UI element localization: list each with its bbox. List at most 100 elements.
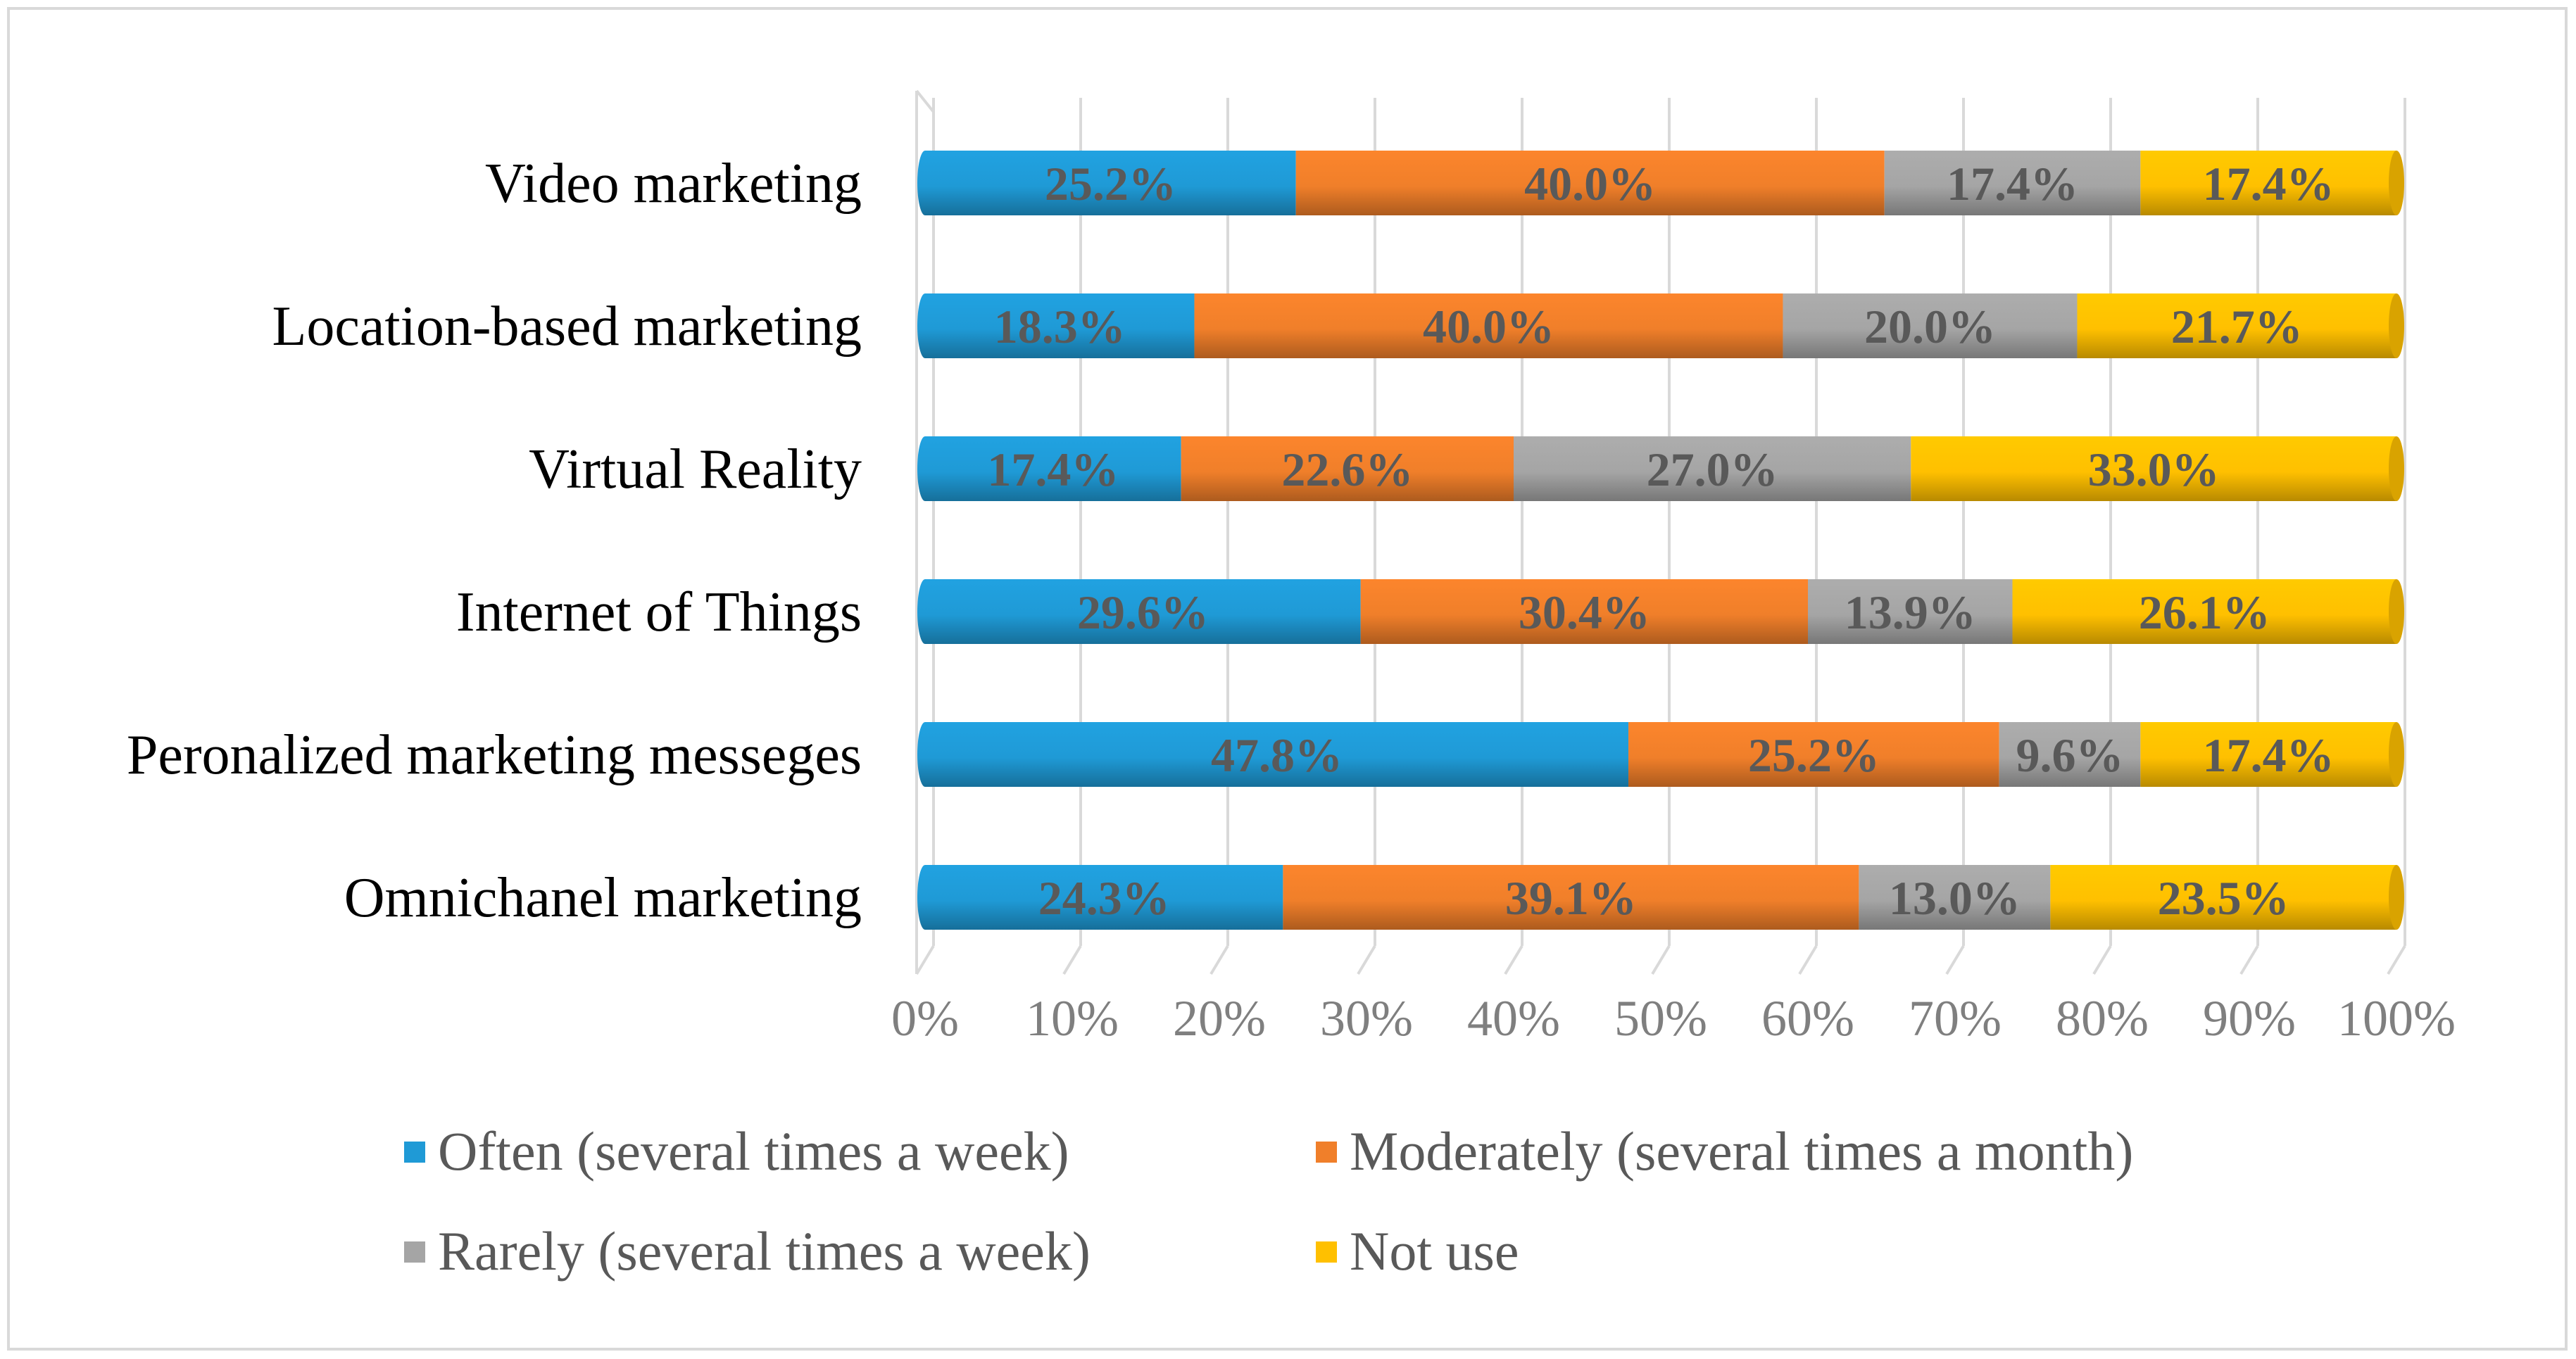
bar-segment	[2140, 151, 2396, 215]
gridline-foot	[1945, 944, 1965, 975]
x-tick-label: 40%	[1467, 990, 1560, 1047]
x-tick-label: 70%	[1909, 990, 2002, 1047]
legend-item: Moderately (several times a month)	[1316, 1120, 2133, 1182]
legend: Often (several times a week) Moderately (…	[404, 1120, 2133, 1282]
bar-segment	[1884, 151, 2141, 215]
category-label: Video marketing	[485, 153, 862, 215]
category-label: Peronalized marketing messeges	[127, 724, 862, 786]
bar-start-cap	[917, 151, 933, 215]
bar-end-cap	[2389, 579, 2404, 644]
x-tick-label: 0%	[891, 990, 959, 1047]
data-label: 30.4%	[1519, 586, 1650, 639]
data-label: 18.3%	[994, 300, 1126, 353]
data-label: 13.9%	[1845, 586, 1976, 639]
legend-item: Often (several times a week)	[404, 1120, 1069, 1182]
bar-segment	[925, 436, 1181, 501]
bars: Video marketing 25.2% 40.0% 17.4% 17.4% Locat…	[127, 151, 2404, 930]
bar-row: Peronalized marketing messeges 47.8% 25.2%…	[127, 722, 2404, 787]
data-label: 17.4%	[987, 443, 1119, 496]
x-tick-label: 30%	[1320, 990, 1413, 1047]
bar-start-cap	[917, 293, 933, 358]
bar-row: Omnichanel marketing 24.3% 39.1% 13.0% 23.5%	[344, 865, 2404, 930]
x-tick-label: 80%	[2056, 990, 2149, 1047]
data-label: 20.0%	[1864, 300, 1996, 353]
gridline-foot	[2387, 944, 2406, 975]
data-label: 29.6%	[1077, 586, 1209, 639]
data-label: 21.7%	[2171, 300, 2303, 353]
gridline-foot	[1651, 944, 1671, 975]
stacked-bar-chart: 0% 10% 20% 30% 40% 50% 60% 70% 80% 90% 100% Video m…	[127, 89, 2456, 1282]
x-tick-label: 50%	[1614, 990, 1707, 1047]
x-tick-label: 60%	[1761, 990, 1854, 1047]
gridlines	[915, 89, 2406, 975]
bar-segment	[1911, 436, 2396, 501]
bar-segment	[1808, 579, 2013, 644]
bar-start-cap	[917, 436, 933, 501]
legend-label: Rarely (several times a week)	[438, 1220, 1091, 1282]
gridline-foot	[1357, 944, 1376, 975]
legend-swatch	[404, 1241, 425, 1263]
gridline-foot	[1210, 944, 1229, 975]
x-tick-label: 20%	[1173, 990, 1266, 1047]
bar-segment	[1283, 865, 1859, 930]
bar-row: Video marketing 25.2% 40.0% 17.4% 17.4%	[485, 151, 2404, 215]
bar-segment	[925, 722, 1629, 787]
bar-segment	[1999, 722, 2141, 787]
bar-end-cap	[2389, 865, 2404, 930]
x-tick-label: 10%	[1026, 990, 1119, 1047]
gridline-foot	[1504, 944, 1523, 975]
bar-segment	[2140, 722, 2396, 787]
x-axis-ticks: 0% 10% 20% 30% 40% 50% 60% 70% 80% 90% 100%	[891, 990, 2456, 1047]
data-label: 17.4%	[1947, 157, 2078, 210]
bar-segment	[1783, 293, 2078, 358]
bar-row: Location-based marketing 18.3% 40.0% 20.0% 2…	[272, 293, 2404, 358]
data-label: 33.0%	[2088, 443, 2220, 496]
bar-segment	[925, 151, 1296, 215]
bar-segment	[1360, 579, 1808, 644]
data-label: 40.0%	[1423, 300, 1554, 353]
bar-end-cap	[2389, 722, 2404, 787]
gridline-foot	[2239, 944, 2259, 975]
legend-label: Not use	[1350, 1220, 1519, 1282]
legend-item: Rarely (several times a week)	[404, 1220, 1091, 1282]
data-label: 23.5%	[2158, 871, 2289, 925]
chart-frame: 0% 10% 20% 30% 40% 50% 60% 70% 80% 90% 100% Video m…	[7, 7, 2568, 1351]
bar-segment	[1628, 722, 1999, 787]
bar-segment	[1514, 436, 1911, 501]
x-tick-label: 90%	[2203, 990, 2296, 1047]
bar-start-cap	[917, 579, 933, 644]
data-label: 9.6%	[2016, 728, 2124, 782]
x-tick-label: 100%	[2337, 990, 2456, 1047]
axis-top-cap	[915, 89, 935, 113]
bar-row: Virtual Reality 17.4% 22.6% 27.0% 33.0%	[529, 436, 2404, 501]
bar-start-cap	[917, 722, 933, 787]
legend-item: Not use	[1316, 1220, 1519, 1282]
data-label: 25.2%	[1045, 157, 1176, 210]
gridline-foot	[915, 944, 935, 975]
data-label: 24.3%	[1038, 871, 1170, 925]
bar-row: Internet of Things 29.6% 30.4% 13.9% 26.1%	[456, 579, 2404, 644]
bar-segment	[1181, 436, 1514, 501]
legend-swatch	[1316, 1241, 1337, 1263]
data-label: 47.8%	[1211, 728, 1343, 782]
bar-end-cap	[2389, 151, 2404, 215]
legend-swatch	[404, 1142, 425, 1163]
bar-segment	[1295, 151, 1885, 215]
bar-segment	[2077, 293, 2396, 358]
bar-segment	[1859, 865, 2051, 930]
gridline-foot	[1798, 944, 1818, 975]
gridline-foot	[2092, 944, 2112, 975]
bar-segment	[925, 579, 1361, 644]
bar-segment	[925, 865, 1283, 930]
gridline-foot	[1062, 944, 1082, 975]
bar-segment	[925, 293, 1195, 358]
data-label: 22.6%	[1281, 443, 1413, 496]
data-label: 25.2%	[1748, 728, 1880, 782]
data-label: 27.0%	[1647, 443, 1778, 496]
category-label: Omnichanel marketing	[344, 867, 862, 929]
bar-start-cap	[917, 865, 933, 930]
data-label: 26.1%	[2139, 586, 2270, 639]
bar-segment	[2050, 865, 2396, 930]
legend-label: Moderately (several times a month)	[1350, 1120, 2133, 1182]
bar-end-cap	[2389, 293, 2404, 358]
